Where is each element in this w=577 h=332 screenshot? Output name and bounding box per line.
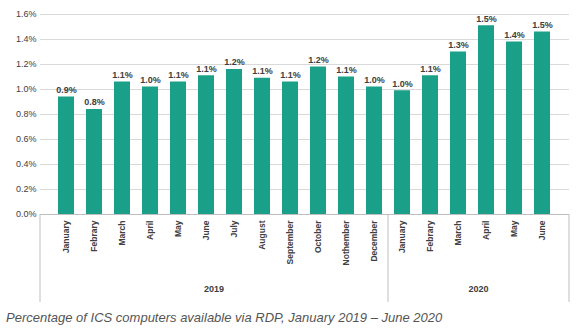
svg-text:1.1%: 1.1% <box>196 64 217 74</box>
svg-text:1.2%: 1.2% <box>16 59 37 69</box>
svg-text:January: January <box>61 220 71 253</box>
svg-text:0.0%: 0.0% <box>16 209 37 219</box>
svg-text:January: January <box>397 220 407 253</box>
svg-text:0.8%: 0.8% <box>84 97 105 107</box>
svg-text:May: May <box>509 220 519 237</box>
svg-text:August: August <box>257 220 267 249</box>
svg-text:March: March <box>117 221 127 246</box>
svg-text:May: May <box>173 220 183 237</box>
svg-text:0.8%: 0.8% <box>16 109 37 119</box>
svg-text:0.9%: 0.9% <box>56 85 77 95</box>
svg-text:Febrary: Febrary <box>89 220 99 251</box>
svg-text:1.2%: 1.2% <box>224 57 245 67</box>
svg-text:1.0%: 1.0% <box>364 75 385 85</box>
svg-text:Nothember: Nothember <box>341 220 351 266</box>
svg-text:1.1%: 1.1% <box>280 70 301 80</box>
svg-text:1.3%: 1.3% <box>448 40 469 50</box>
svg-text:September: September <box>285 220 295 265</box>
svg-text:June: June <box>537 220 547 240</box>
svg-text:April: April <box>145 221 155 240</box>
svg-text:March: March <box>453 221 463 246</box>
svg-text:1.0%: 1.0% <box>16 84 37 94</box>
svg-text:1.5%: 1.5% <box>532 20 553 30</box>
svg-text:0.2%: 0.2% <box>16 184 37 194</box>
svg-text:July: July <box>229 220 239 237</box>
svg-text:2019: 2019 <box>204 284 224 294</box>
html-text:Percentage of ICS computers av: Percentage of ICS computers available vi… <box>6 310 443 325</box>
svg-text:1.0%: 1.0% <box>392 79 413 89</box>
svg-text:2020: 2020 <box>468 284 488 294</box>
svg-text:1.1%: 1.1% <box>252 66 273 76</box>
svg-text:1.4%: 1.4% <box>16 34 37 44</box>
svg-text:1.1%: 1.1% <box>168 70 189 80</box>
svg-text:1.1%: 1.1% <box>112 70 133 80</box>
svg-text:1.0%: 1.0% <box>140 75 161 85</box>
svg-text:1.5%: 1.5% <box>476 14 497 24</box>
svg-text:December: December <box>369 220 379 262</box>
svg-text:1.4%: 1.4% <box>504 30 525 40</box>
svg-text:1.2%: 1.2% <box>308 55 329 65</box>
svg-text:Febrary: Febrary <box>425 220 435 251</box>
svg-text:June: June <box>201 220 211 240</box>
svg-text:1.6%: 1.6% <box>16 9 37 19</box>
svg-text:April: April <box>481 221 491 240</box>
svg-text:1.1%: 1.1% <box>420 64 441 74</box>
svg-text:1.1%: 1.1% <box>336 65 357 75</box>
svg-text:October: October <box>313 220 323 253</box>
svg-text:0.6%: 0.6% <box>16 134 37 144</box>
svg-text:0.4%: 0.4% <box>16 159 37 169</box>
